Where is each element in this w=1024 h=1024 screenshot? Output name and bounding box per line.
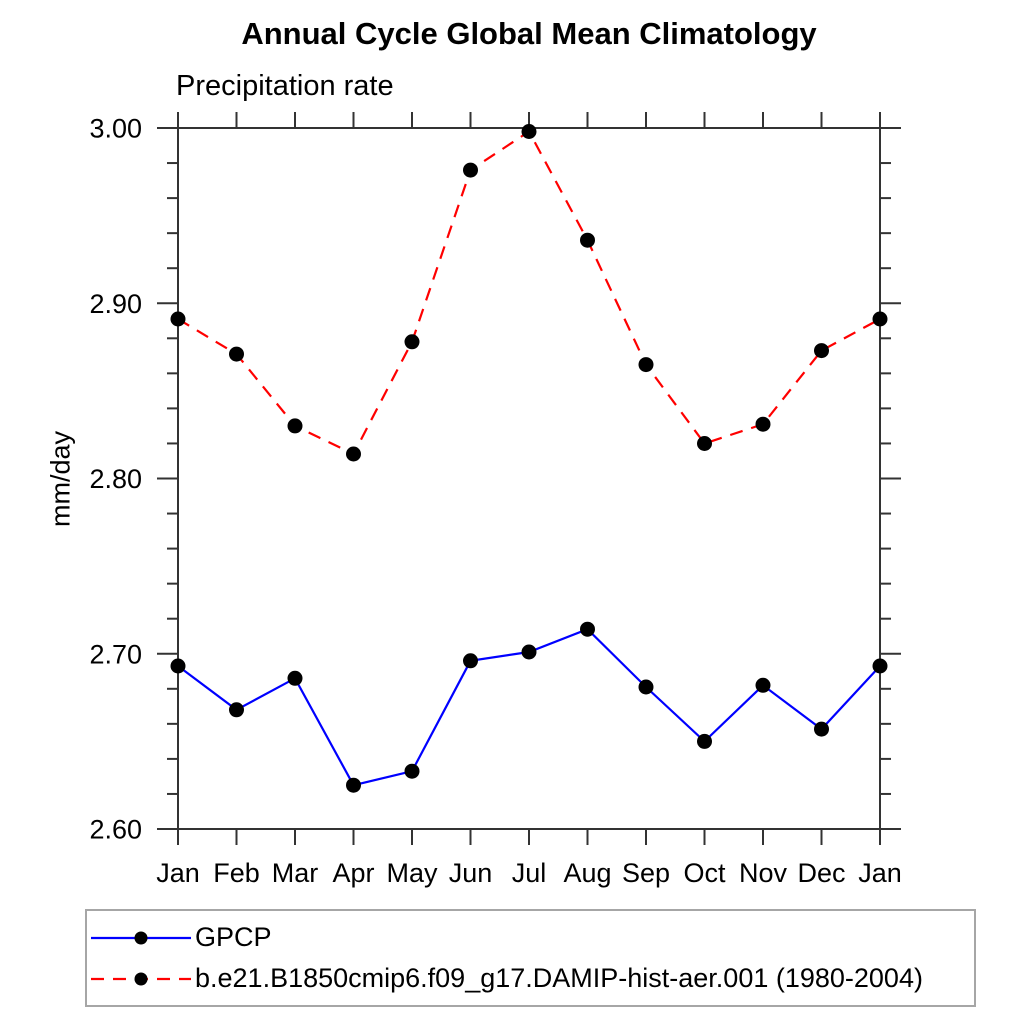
series-marker <box>755 416 771 432</box>
axis-frame <box>177 127 881 830</box>
series-marker <box>404 334 420 350</box>
x-tick-label: Jul <box>512 858 547 888</box>
x-tick-label: Jan <box>156 858 200 888</box>
x-tick-label: Nov <box>739 858 788 888</box>
legend-label-gpcp: GPCP <box>195 922 272 952</box>
series-marker <box>170 658 186 674</box>
x-tick-label: Dec <box>797 858 845 888</box>
series-marker <box>697 733 712 749</box>
chart-subtitle: Precipitation rate <box>176 70 394 102</box>
series-marker <box>287 418 303 434</box>
y-tick-label: 3.00 <box>89 114 142 144</box>
legend: GPCP b.e21.B1850cmip6.f09_g17.DAMIP-hist… <box>85 909 976 1007</box>
x-tick-label: Feb <box>213 858 260 888</box>
y-ticks <box>157 127 901 830</box>
x-tick-label: Aug <box>563 858 611 888</box>
series-marker <box>463 653 478 669</box>
y-minor-ticks <box>167 162 891 795</box>
series-marker <box>872 311 888 327</box>
x-tick-label: Jun <box>449 858 493 888</box>
series-marker <box>229 346 244 362</box>
series-marker <box>170 311 186 327</box>
x-tick-label: Sep <box>622 858 670 888</box>
legend-swatch-model <box>91 972 191 985</box>
series-marker <box>287 670 303 686</box>
y-tick-label: 2.70 <box>89 639 142 669</box>
x-tick-label: Oct <box>683 858 726 888</box>
chart-title: Annual Cycle Global Mean Climatology <box>241 16 817 51</box>
series-marker <box>463 162 478 178</box>
x-ticks <box>177 112 881 845</box>
series-marker <box>229 702 244 718</box>
series-marker <box>580 232 595 248</box>
y-tick-label: 2.90 <box>89 289 142 319</box>
series-model <box>170 124 888 462</box>
legend-label-model: b.e21.B1850cmip6.f09_g17.DAMIP-hist-aer.… <box>195 963 923 993</box>
y-tick-label: 2.80 <box>89 464 142 494</box>
series-marker <box>755 677 771 693</box>
x-tick-label: Apr <box>332 858 374 888</box>
legend-item-model: b.e21.B1850cmip6.f09_g17.DAMIP-hist-aer.… <box>89 958 974 999</box>
series-gpcp <box>170 621 888 793</box>
series-marker <box>638 357 654 373</box>
x-tick-label: Mar <box>272 858 319 888</box>
series-marker <box>814 721 829 737</box>
y-tick-labels: 2.60 2.70 2.80 2.90 3.00 <box>89 114 142 845</box>
series-marker <box>404 763 420 779</box>
x-tick-label: May <box>386 858 438 888</box>
series-marker <box>346 777 361 793</box>
legend-item-gpcp: GPCP <box>89 917 974 958</box>
x-tick-labels: Jan Feb Mar Apr May Jun Jul Aug Sep Oct Nov Dec Jan <box>156 858 902 888</box>
series-marker <box>521 644 537 660</box>
series-marker <box>638 679 654 695</box>
y-tick-label: 2.60 <box>89 815 142 845</box>
x-tick-label: Jan <box>858 858 902 888</box>
series-marker <box>697 436 712 451</box>
series-marker <box>872 658 888 674</box>
series-line <box>177 129 881 456</box>
series-marker <box>814 343 829 359</box>
series-marker <box>521 124 537 139</box>
series-marker <box>580 621 595 637</box>
legend-swatch-gpcp <box>91 931 191 944</box>
series-marker <box>346 446 361 462</box>
